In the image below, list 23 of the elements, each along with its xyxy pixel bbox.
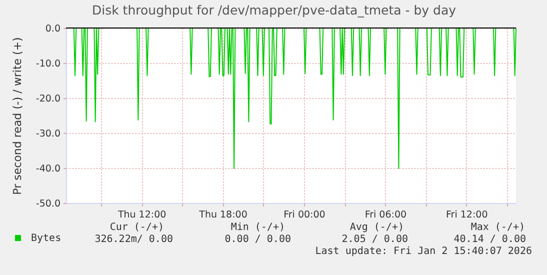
text: 2.05 / 0.00 [342, 234, 408, 245]
x-tick-label: Fri 12:00 [446, 210, 488, 220]
x-tick-label: Thu 12:00 [116, 210, 166, 220]
y-tick-label: -30.0 [36, 128, 60, 140]
text: Last update: Fri Jan 2 15:40:07 2026 [315, 246, 532, 257]
y-tick-label: 0.0 [45, 24, 60, 34]
text: 40.14 / 0.00 [454, 234, 526, 245]
x-tick-label: Fri 06:00 [364, 210, 407, 220]
x-tick-label: Fri 00:00 [284, 210, 326, 220]
y-tick-label: -20.0 [36, 94, 60, 104]
text: 0.00 / 0.00 [224, 234, 291, 245]
x-tick-label: Thu 18:00 [198, 210, 248, 220]
chart-title: Disk throughput for /dev/mapper/pve-data_tmeta - by day [92, 2, 457, 18]
text: Avg (-/+) [350, 222, 404, 233]
legend-label: Bytes [31, 233, 62, 244]
y-tick-label: -50.0 [36, 198, 60, 210]
text: Cur (-/+) [110, 222, 164, 233]
y-tick-label: -10.0 [36, 58, 60, 70]
text: 326.22m/ 0.00 [94, 234, 173, 245]
y-axis-title: Pr second read (-) / write (+) [10, 37, 24, 195]
text: Max (-/+) [470, 222, 525, 233]
text: Min (-/+) [230, 222, 285, 233]
y-tick-label: -40.0 [36, 164, 60, 174]
